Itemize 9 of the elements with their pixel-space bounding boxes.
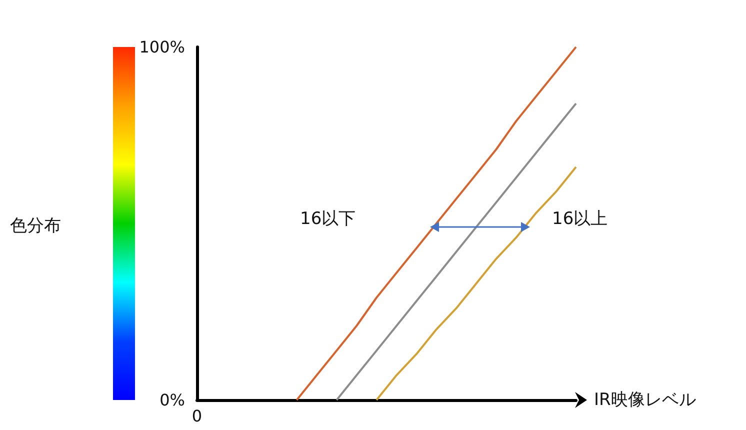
annotation: 16以上 [552,208,608,230]
line-series [296,46,577,401]
annotation: 16以下 [300,208,356,230]
y-tick-label: 100% [139,38,185,56]
x-tick-label: 0 [192,406,202,426]
x-axis-title: IR映像レベル [594,390,696,410]
y-tick-label: 0% [160,390,185,410]
line-series [376,166,577,401]
text: 色分布 [10,214,61,236]
